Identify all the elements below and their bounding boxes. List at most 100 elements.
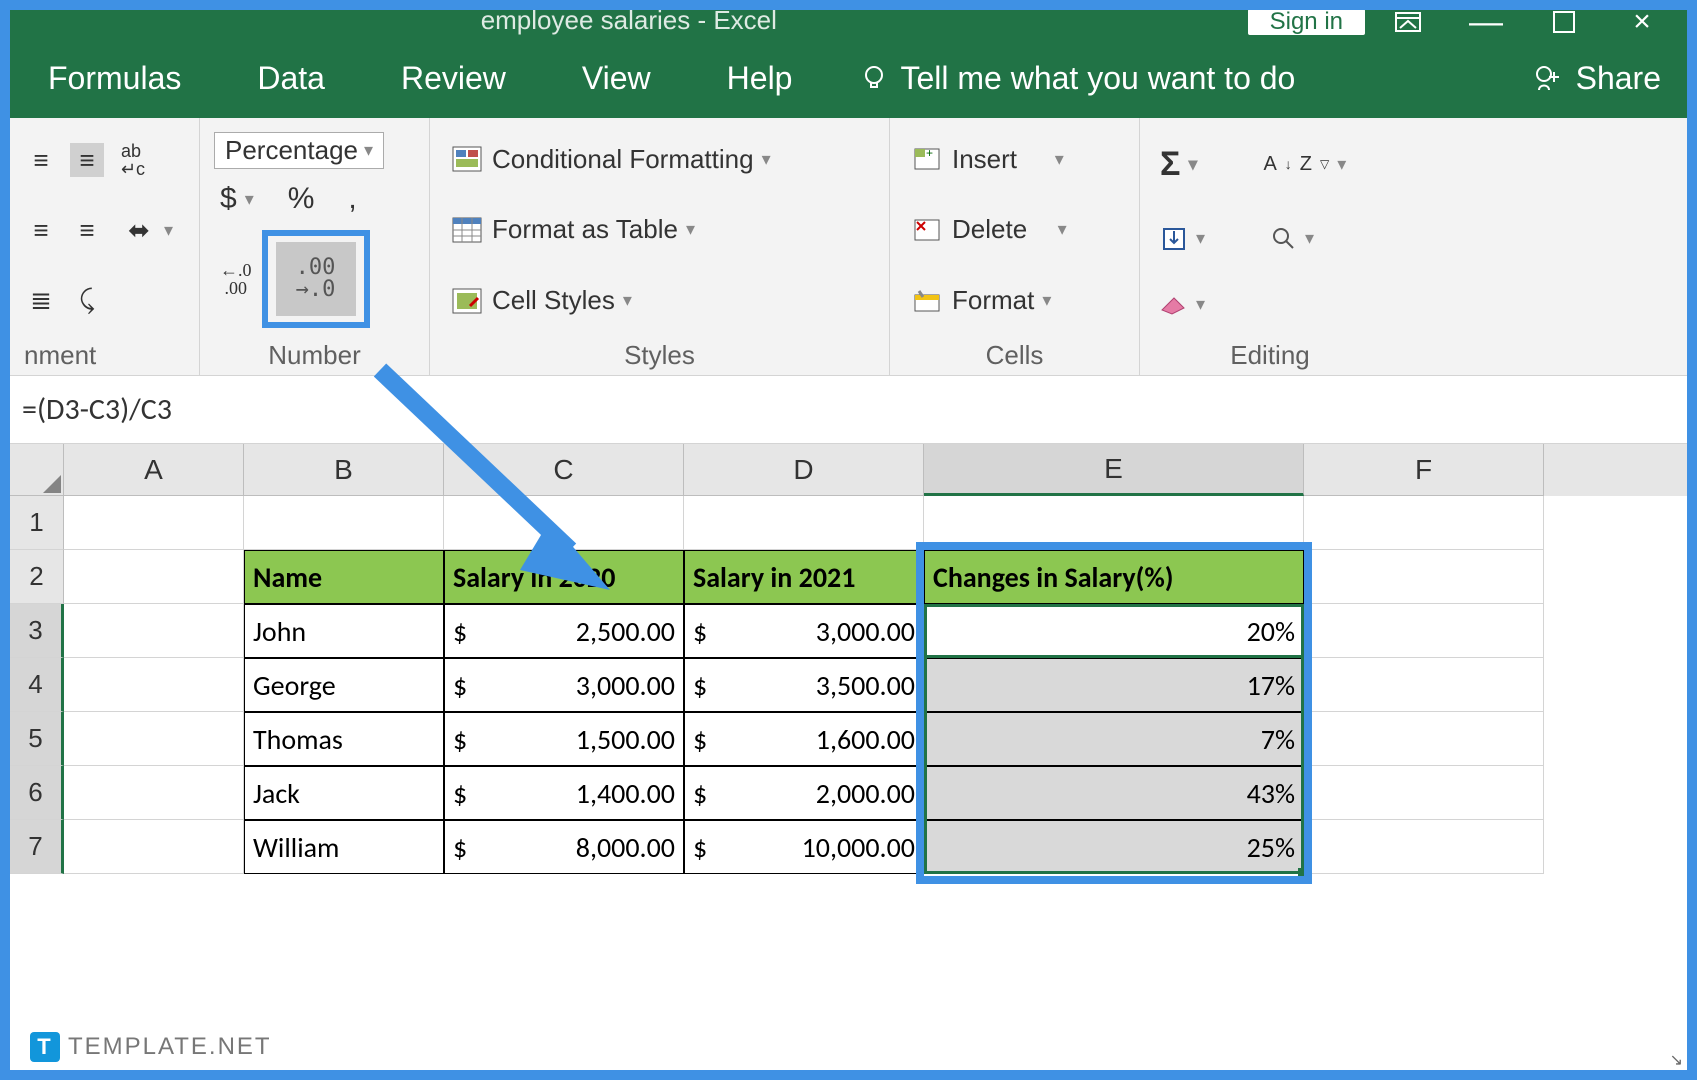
cells-area[interactable]: Name Salary in 2020 Salary in 2021 Chang… [64,496,1544,874]
cell-d3[interactable]: $3,000.00 [684,604,924,658]
close-icon[interactable]: × [1607,10,1677,35]
cell-a5[interactable] [64,712,244,766]
cell-c2[interactable]: Salary in 2020 [444,550,684,604]
row-header-4[interactable]: 4 [10,658,64,712]
cell-e2[interactable]: Changes in Salary(%) [924,550,1304,604]
cell-a3[interactable] [64,604,244,658]
merge-button[interactable]: ⬌▾ [116,211,179,249]
formula-bar[interactable]: =(D3-C3)/C3 [10,376,1687,444]
format-as-table-button[interactable]: Format as Table ▾ [444,211,875,249]
select-all-corner[interactable] [10,444,64,496]
maximize-icon[interactable] [1529,10,1599,35]
cell-a7[interactable] [64,820,244,874]
cell-a2[interactable] [64,550,244,604]
find-select-button[interactable]: ▾ [1265,224,1320,254]
cell-d5[interactable]: $1,600.00 [684,712,924,766]
tab-data[interactable]: Data [249,56,333,101]
format-button[interactable]: Format ▾ [904,282,1125,320]
cell-e3[interactable]: 20% [924,604,1304,658]
align-middle-icon[interactable]: ≡ [70,143,104,177]
cell-d4[interactable]: $3,500.00 [684,658,924,712]
cell-e7[interactable]: 25% [924,820,1304,874]
align-center-icon[interactable]: ≡ [70,213,104,247]
cell-d6[interactable]: $2,000.00 [684,766,924,820]
delete-button[interactable]: Delete ▾ [904,211,1125,249]
cell-f3[interactable] [1304,604,1544,658]
decrease-decimal-button[interactable]: .00 →.0 [276,242,356,316]
fill-handle[interactable] [1298,868,1308,878]
clear-button[interactable]: ▾ [1154,292,1211,318]
tab-help[interactable]: Help [719,56,801,101]
cell-styles-label: Cell Styles [492,285,615,316]
indent-icon[interactable]: ≣ [24,283,58,317]
column-header-e[interactable]: E [924,444,1304,496]
cell-b1[interactable] [244,496,444,550]
cell-f2[interactable] [1304,550,1544,604]
cell-e5[interactable]: 7% [924,712,1304,766]
cell-e4[interactable]: 17% [924,658,1304,712]
fill-button[interactable]: ▾ [1154,223,1211,255]
cell-d7[interactable]: $10,000.00 [684,820,924,874]
row-header-7[interactable]: 7 [10,820,64,874]
row-header-1[interactable]: 1 [10,496,64,550]
tab-formulas[interactable]: Formulas [40,56,189,101]
insert-button[interactable]: + Insert ▾ [904,140,1125,178]
column-header-a[interactable]: A [64,444,244,496]
cell-c1[interactable] [444,496,684,550]
alignment-group-label: nment [24,340,96,371]
cell-b3[interactable]: John [244,604,444,658]
number-format-dropdown[interactable]: Percentage ▾ [214,132,384,169]
cell-f1[interactable] [1304,496,1544,550]
wrap-text-icon[interactable]: ab↵c [116,143,150,177]
align-top-icon[interactable]: ≡ [24,143,58,177]
row-header-5[interactable]: 5 [10,712,64,766]
comma-style-button[interactable]: , [342,180,362,218]
dialog-launcher-icon[interactable]: ↘ [1670,1050,1683,1070]
autosum-button[interactable]: Σ ▾ [1154,143,1203,186]
cell-a1[interactable] [64,496,244,550]
cell-a4[interactable] [64,658,244,712]
cell-f6[interactable] [1304,766,1544,820]
column-header-c[interactable]: C [444,444,684,496]
column-header-d[interactable]: D [684,444,924,496]
ribbon-display-options-icon[interactable] [1373,10,1443,35]
cell-b5[interactable]: Thomas [244,712,444,766]
cell-c3[interactable]: $2,500.00 [444,604,684,658]
minimize-icon[interactable]: — [1451,10,1521,35]
column-header-f[interactable]: F [1304,444,1544,496]
orientation-icon[interactable]: ⤹ [70,283,104,317]
sign-in-button[interactable]: Sign in [1248,10,1365,35]
accounting-format-button[interactable]: $ ▾ [214,180,260,218]
cell-b4[interactable]: George [244,658,444,712]
cell-c7[interactable]: $8,000.00 [444,820,684,874]
cell-e6[interactable]: 43% [924,766,1304,820]
row-header-2[interactable]: 2 [10,550,64,604]
cell-c4[interactable]: $3,000.00 [444,658,684,712]
percent-style-button[interactable]: % [282,180,321,218]
cell-b6[interactable]: Jack [244,766,444,820]
cell-b7[interactable]: William [244,820,444,874]
spreadsheet-grid: 1 2 3 4 5 6 7 Name Salary in 2020 [10,496,1687,874]
cell-e1[interactable] [924,496,1304,550]
cell-c6[interactable]: $1,400.00 [444,766,684,820]
row-header-3[interactable]: 3 [10,604,64,658]
cell-f4[interactable] [1304,658,1544,712]
cell-d1[interactable] [684,496,924,550]
increase-decimal-button[interactable]: ←.0 .00 [214,259,258,299]
cell-b2[interactable]: Name [244,550,444,604]
tab-view[interactable]: View [574,56,659,101]
conditional-formatting-button[interactable]: Conditional Formatting ▾ [444,140,875,178]
cell-d2[interactable]: Salary in 2021 [684,550,924,604]
cell-f5[interactable] [1304,712,1544,766]
tab-review[interactable]: Review [393,56,514,101]
row-header-6[interactable]: 6 [10,766,64,820]
tell-me-search[interactable]: Tell me what you want to do [860,60,1295,97]
cell-c5[interactable]: $1,500.00 [444,712,684,766]
sort-filter-button[interactable]: A↓Z▽ ▾ [1257,151,1352,178]
column-header-b[interactable]: B [244,444,444,496]
cell-f7[interactable] [1304,820,1544,874]
cell-a6[interactable] [64,766,244,820]
cell-styles-button[interactable]: Cell Styles ▾ [444,282,875,320]
share-group[interactable]: Share [1532,60,1687,97]
align-left-icon[interactable]: ≡ [24,213,58,247]
